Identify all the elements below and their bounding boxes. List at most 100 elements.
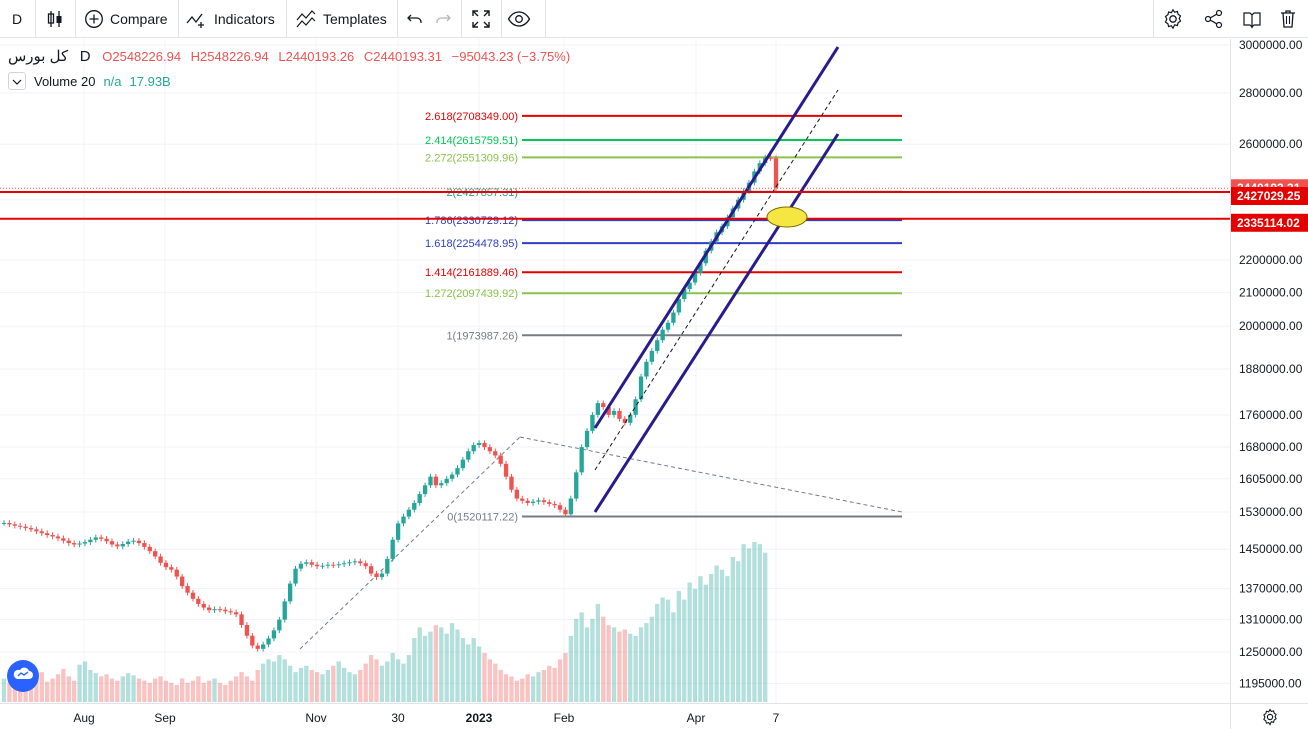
price-axis[interactable]: 3000000.002800000.002600000.002400000.00… [1230,38,1308,703]
candle-body [120,544,125,547]
candle-body [395,523,401,540]
symbol-name[interactable]: کل بورس [8,48,69,65]
candle-body [476,443,482,446]
price-chart-pane[interactable]: 2.618(2708349.00) 2.414(2615759.51) 2.272(… [0,39,1230,703]
toolbar-divider [35,0,36,37]
candle-body [158,556,163,563]
candle-body [595,403,601,415]
volume-bar [660,597,665,702]
candle-body [99,537,104,539]
volume-bar [7,682,12,702]
toolbar-divider [286,0,287,37]
candle-body [179,576,185,587]
candle-body [341,563,347,565]
settings-button[interactable] [1162,0,1184,37]
templates-button[interactable]: Templates [295,0,387,37]
time-axis[interactable]: Aug Sep Nov 30 2023 Feb Apr 7 [0,703,1230,729]
share-icon [1203,8,1225,30]
candle-body [406,509,412,517]
volume-bar [244,676,250,702]
candle-body [320,565,325,567]
time-tick-label: Feb [554,711,575,725]
delete-button[interactable] [1278,0,1298,37]
compare-button[interactable]: Compare [84,0,168,37]
price-chart[interactable]: 2.618(2708349.00) 2.414(2615759.51) 2.272(… [0,39,1230,703]
volume-bar [115,680,120,702]
volume-bar [99,676,104,702]
gear-icon [1162,8,1184,30]
volume-bar [358,670,363,702]
candle-body [579,447,584,473]
tradingview-logo[interactable] [7,660,39,692]
volume-study-name[interactable]: Volume 20 [34,73,96,89]
volume-bar [455,629,460,702]
volume-bar [709,574,714,702]
candle-body [217,609,223,611]
volume-bar [266,659,271,702]
candle-body [460,459,466,469]
fib-level-label: 1.414(2161889.46) [425,267,518,279]
volume-bar [606,625,611,702]
indicators-button[interactable]: Indicators [186,0,275,37]
redo-icon [433,9,453,29]
volume-bar [406,655,412,702]
candle-body [374,573,379,578]
candle-body [433,476,439,486]
time-tick-label: Nov [305,711,326,725]
volume-bar [50,678,55,702]
volume-bar [126,673,131,702]
volume-bar [72,680,77,702]
candle-body [514,489,520,499]
volume-bar [395,659,401,702]
candle-body [239,614,244,625]
fullscreen-button[interactable] [470,0,492,37]
collapse-legend-button[interactable] [8,72,26,90]
candle-body [611,410,617,415]
plus-circle-icon [84,9,104,29]
price-label-text: 2335114.02 [1237,216,1300,230]
toolbar-divider [545,0,546,37]
candle-body [557,505,563,510]
candle-body [660,329,665,341]
volume-bar [163,680,169,702]
ohlc-change: −95043.23 (−3.75%) [451,49,571,64]
volume-bar [282,659,287,702]
parallel-channel [593,46,840,513]
time-tick-label: 7 [773,711,780,725]
candle-body [266,638,271,645]
interval-button[interactable]: D [12,0,22,37]
candle-body [687,282,692,290]
volume-bar [309,670,314,702]
volume-bar [633,635,638,702]
volume-bar [628,633,633,702]
indicators-label: Indicators [214,10,275,27]
candle-body [768,157,773,159]
redo-button[interactable] [433,0,453,37]
candle-body [309,562,314,565]
volume-bar [304,665,309,702]
time-tick-label: 30 [391,711,405,725]
volume-bar [260,663,266,702]
price-tick-label: 1605000.00 [1239,472,1303,486]
chart-type-button[interactable] [44,0,66,37]
compare-label: Compare [110,10,168,27]
snapshot-button[interactable] [1241,0,1263,37]
volume-bar [563,652,568,702]
candle-body [18,525,23,527]
price-tick-label: 2000000.00 [1239,319,1303,333]
volume-bar [682,599,687,702]
highlight-ellipse[interactable] [766,206,808,228]
hide-drawings-button[interactable] [507,0,531,37]
volume-bar [552,667,557,702]
volume-bar [142,680,147,702]
undo-button[interactable] [405,0,425,37]
settings-gear-icon[interactable] [1261,708,1279,729]
candle-body [206,607,212,611]
volume-bar [368,655,374,702]
candle-body [487,447,493,452]
share-button[interactable] [1203,0,1225,37]
price-tick-label: 1880000.00 [1239,362,1303,376]
candle-body [676,299,681,313]
candle-body [163,562,169,568]
candle-body [665,322,671,330]
